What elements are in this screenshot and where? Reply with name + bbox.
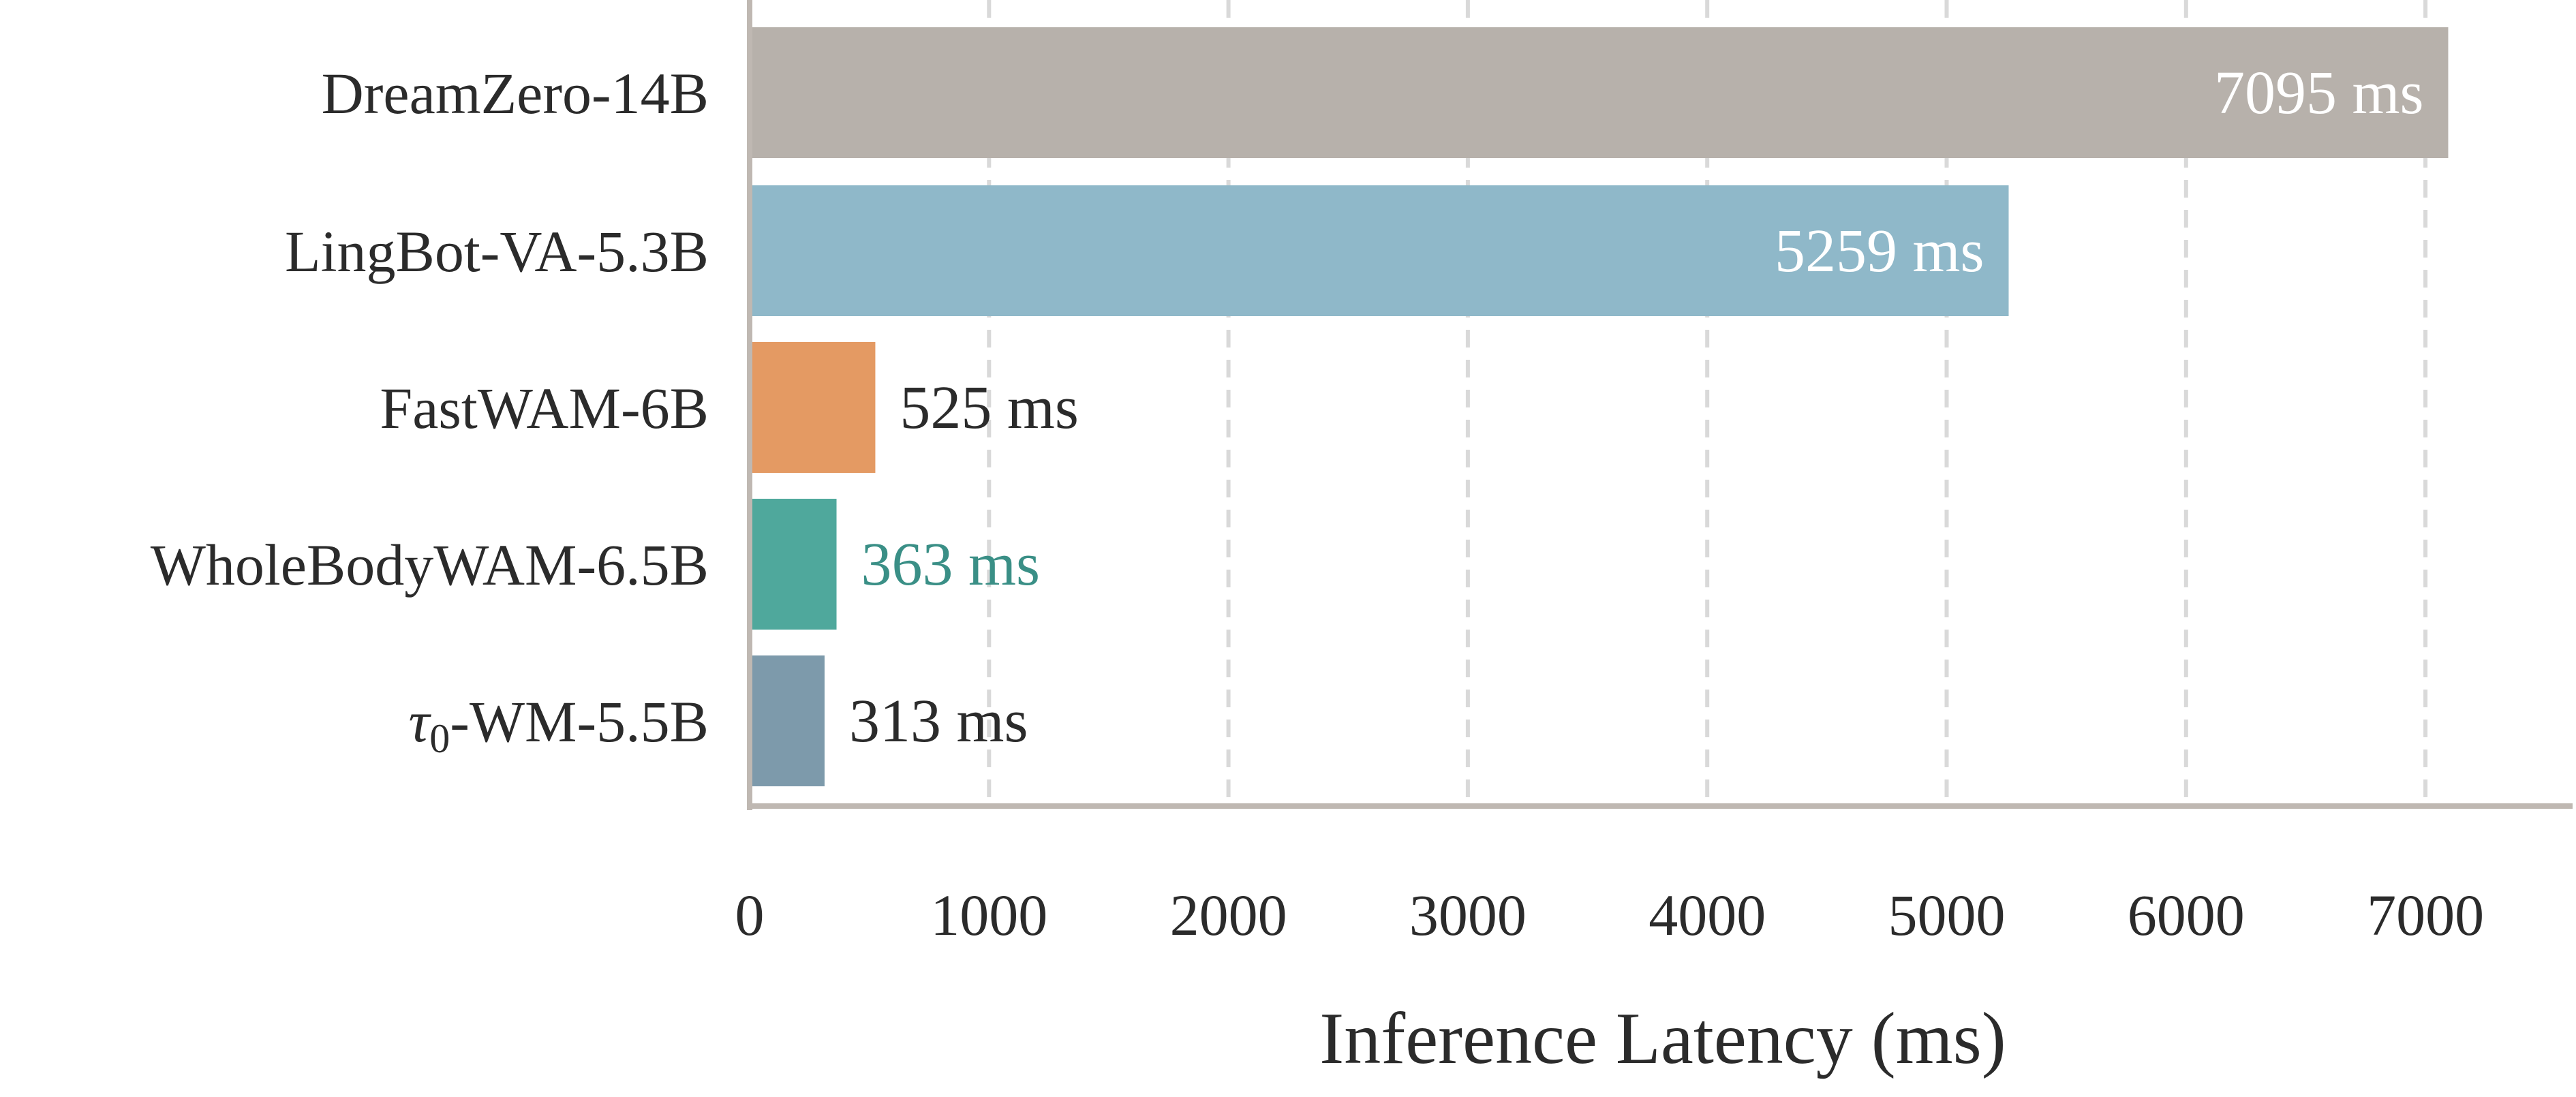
value-label: 363 ms: [861, 531, 1041, 598]
x-tick-label: 6000: [2128, 882, 2245, 948]
category-label: LingBot-VA-5.3B: [285, 219, 709, 284]
value-label: 313 ms: [849, 687, 1028, 755]
bar: [750, 27, 2449, 158]
value-label: 5259 ms: [1775, 217, 1984, 285]
bar: [750, 655, 825, 786]
x-tick-label: 7000: [2367, 882, 2484, 948]
x-tick-label: 2000: [1170, 882, 1287, 948]
category-label: τ0-WM-5.5B: [408, 689, 709, 761]
bar: [750, 499, 837, 630]
category-label-main: LingBot-VA-5.3B: [285, 219, 709, 284]
x-tick-label: 5000: [1888, 882, 2006, 948]
x-tick-labels: 0 1000 2000 3000 4000 5000 6000 7000: [735, 882, 2485, 948]
category-label-rest: -WM-5.5B: [450, 689, 709, 754]
value-label: 7095 ms: [2214, 59, 2424, 127]
category-label-main: τ: [408, 689, 431, 754]
category-label-main: FastWAM-6B: [380, 375, 709, 441]
category-label: DreamZero-14B: [322, 61, 709, 126]
bar: [750, 342, 876, 473]
category-labels: DreamZero-14B LingBot-VA-5.3B FastWAM-6B Wh…: [151, 61, 709, 761]
axes: [747, 0, 2573, 810]
category-label: WholeBodyWAM-6.5B: [151, 532, 709, 598]
x-tick-label: 1000: [930, 882, 1047, 948]
bars: [750, 27, 2449, 786]
value-labels: 7095 ms 5259 ms 525 ms 363 ms 313 ms: [849, 59, 2424, 755]
x-tick-label: 0: [735, 882, 765, 948]
x-axis-title: Inference Latency (ms): [1319, 998, 2006, 1079]
category-label-subscript: 0: [429, 716, 450, 761]
category-label: FastWAM-6B: [380, 375, 709, 441]
category-label-main: DreamZero-14B: [322, 61, 709, 126]
bar: [750, 185, 2009, 316]
value-label: 525 ms: [900, 374, 1079, 442]
category-label-main: WholeBodyWAM-6.5B: [151, 532, 709, 598]
x-tick-label: 4000: [1649, 882, 1766, 948]
x-tick-label: 3000: [1409, 882, 1527, 948]
